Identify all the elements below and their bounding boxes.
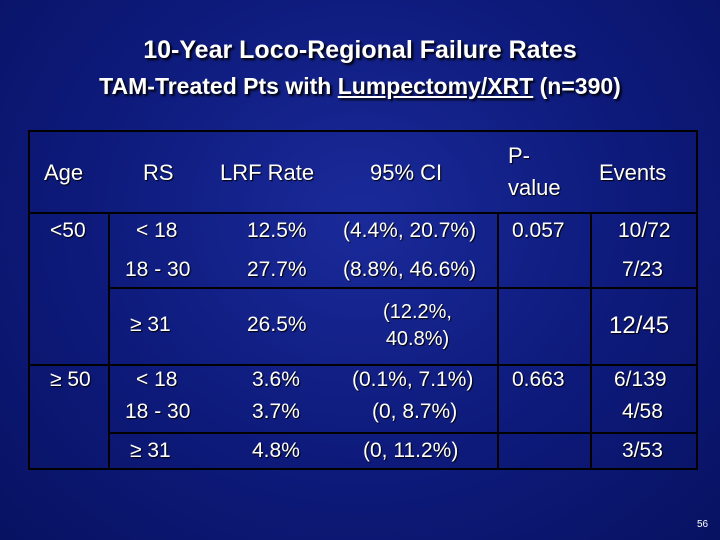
rs-cell: 18 - 30 — [125, 258, 191, 281]
ci-cell: (12.2%, 40.8%) — [340, 299, 495, 353]
ci-cell: (8.8%, 46.6%) — [343, 258, 477, 281]
events-cell: 3/53 — [622, 439, 663, 462]
table-row-divider — [108, 432, 698, 434]
rs-cell: < 18 — [136, 368, 178, 391]
rs-cell: < 18 — [136, 219, 178, 242]
slide-number: 56 — [697, 519, 709, 530]
lrf-rate-cell: 3.6% — [252, 368, 300, 391]
lrf-rate-cell: 26.5% — [247, 313, 307, 336]
ci-cell-line2: 40.8%) — [385, 328, 450, 350]
rs-cell: ≥ 31 — [130, 439, 171, 462]
rs-cell: 18 - 30 — [125, 400, 191, 423]
subtitle-prefix: TAM-Treated Pts with — [99, 73, 338, 99]
events-cell: 7/23 — [622, 258, 663, 281]
table-column-divider — [108, 212, 110, 470]
lrf-rate-cell: 27.7% — [247, 258, 307, 281]
age-group-label: <50 — [50, 219, 86, 242]
header-p-value: P- value — [508, 140, 561, 204]
table-left-border — [28, 130, 30, 470]
table-header-divider — [28, 212, 698, 214]
table-group-divider — [28, 364, 698, 366]
p-value-cell: 0.663 — [512, 368, 565, 391]
ci-cell-line1: (12.2%, — [383, 301, 452, 323]
ci-cell: (0.1%, 7.1%) — [352, 368, 474, 391]
header-p-value-line1: P- — [508, 143, 530, 168]
events-cell: 10/72 — [618, 219, 671, 242]
ci-cell: (4.4%, 20.7%) — [343, 219, 477, 242]
table-bottom-border — [28, 468, 698, 470]
events-cell: 4/58 — [622, 400, 663, 423]
lrf-rate-cell: 4.8% — [252, 439, 300, 462]
ci-cell: (0, 8.7%) — [372, 400, 458, 423]
lrf-rate-cell: 12.5% — [247, 219, 307, 242]
subtitle-underlined: Lumpectomy/XRT — [337, 73, 534, 99]
table-column-divider — [497, 212, 499, 470]
header-p-value-line2: value — [508, 175, 561, 200]
ci-cell: (0, 11.2%) — [363, 439, 459, 462]
lrf-rate-cell: 3.7% — [252, 400, 300, 423]
events-cell: 6/139 — [614, 368, 667, 391]
header-events: Events — [599, 160, 667, 185]
header-rs: RS — [143, 160, 174, 185]
table-column-divider — [590, 212, 592, 470]
slide-subtitle: TAM-Treated Pts with Lumpectomy/XRT (n=3… — [0, 73, 720, 100]
subtitle-suffix: (n=390) — [533, 73, 621, 99]
header-95-ci: 95% CI — [370, 160, 443, 185]
events-cell: 12/45 — [609, 312, 670, 339]
table-top-border — [28, 130, 698, 132]
slide-title: 10-Year Loco-Regional Failure Rates — [143, 36, 577, 64]
header-lrf-rate: LRF Rate — [220, 160, 315, 185]
header-age: Age — [44, 160, 84, 185]
table-right-border — [696, 130, 698, 470]
age-group-label: ≥ 50 — [50, 368, 91, 391]
table-row-divider — [108, 287, 698, 289]
rs-cell: ≥ 31 — [130, 313, 171, 336]
p-value-cell: 0.057 — [512, 219, 565, 242]
